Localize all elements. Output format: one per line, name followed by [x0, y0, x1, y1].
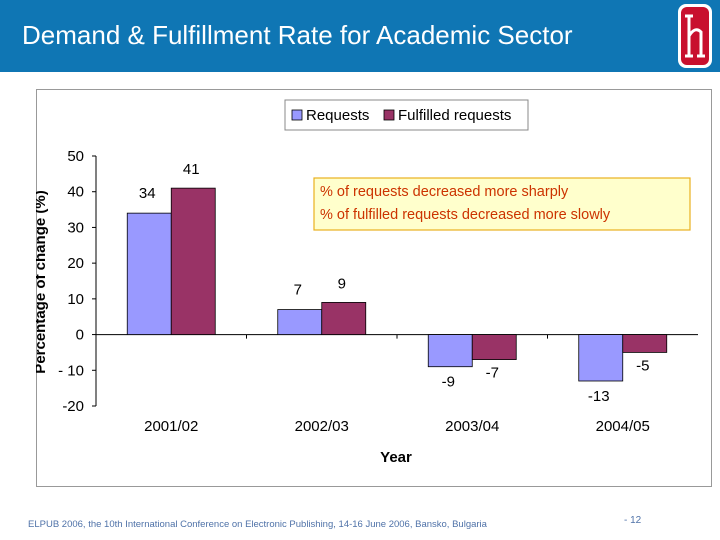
- bar-fulfilled-2002-03: [321, 302, 367, 335]
- bar-fulfilled-2003-04: [471, 334, 517, 360]
- y-axis-ticks: -20 - 10 0 10 20 30 40 50: [58, 148, 96, 415]
- bar-label-fulfilled-2003-04: -7: [486, 365, 499, 382]
- y-tick-label: - 10: [58, 362, 84, 379]
- bar-fulfilled-2001-02: [170, 187, 216, 335]
- annotation-line-1: % of requests decreased more sharply: [320, 184, 569, 200]
- y-tick-label: 0: [76, 327, 84, 344]
- university-logo-icon: [678, 4, 712, 68]
- bar-requests-2001-02: [126, 212, 172, 335]
- legend-label-fulfilled: Fulfilled requests: [398, 107, 511, 124]
- x-axis-label: Year: [380, 449, 412, 466]
- bar-data-labels: 34 41 7 9 -9 -7 -13 -5: [139, 161, 650, 405]
- legend-label-requests: Requests: [306, 107, 369, 124]
- legend-swatch-requests: [291, 109, 303, 121]
- logo-glyph: [685, 14, 705, 58]
- x-tick-label: 2001/02: [144, 418, 198, 435]
- bar-fulfilled-2004-05: [622, 334, 668, 353]
- slide-title: Demand & Fulfillment Rate for Academic S…: [22, 20, 573, 50]
- legend: Requests Fulfilled requests: [284, 99, 529, 131]
- bar-label-requests-2001-02: 34: [139, 185, 156, 202]
- x-tick-label: 2003/04: [445, 418, 499, 435]
- y-tick-label: 20: [67, 255, 84, 272]
- bar-chart: Requests Fulfilled requests -20 - 10 0 10 20…: [36, 89, 712, 487]
- bar-requests-2004-05: [578, 334, 624, 382]
- bar-label-fulfilled-2002-03: 9: [338, 275, 346, 292]
- y-tick-label: 50: [67, 148, 84, 165]
- bar-requests-2002-03: [277, 309, 323, 335]
- footer-conference-text: ELPUB 2006, the 10th International Confe…: [28, 519, 487, 530]
- bar-label-requests-2002-03: 7: [294, 282, 302, 299]
- legend-swatch-fulfilled: [383, 109, 395, 121]
- y-tick-label: -20: [62, 398, 84, 415]
- annotation: % of requests decreased more sharply % o…: [313, 177, 691, 231]
- bar-label-requests-2003-04: -9: [442, 374, 455, 391]
- x-axis-tick-labels: 2001/02 2002/03 2003/04 2004/05: [144, 334, 650, 435]
- annotation-box: [313, 177, 691, 231]
- bars: [126, 187, 668, 382]
- bar-label-fulfilled-2004-05: -5: [636, 357, 649, 374]
- y-tick-label: 40: [67, 184, 84, 201]
- page-number: - 12: [624, 515, 642, 526]
- slide-header: Demand & Fulfillment Rate for Academic S…: [0, 0, 720, 72]
- x-tick-label: 2002/03: [295, 418, 349, 435]
- y-axis-label: Percentage of change (%): [36, 190, 49, 373]
- bar-label-fulfilled-2001-02: 41: [183, 161, 200, 178]
- y-tick-label: 10: [67, 291, 84, 308]
- bar-requests-2003-04: [427, 334, 473, 368]
- legend-box: [284, 99, 529, 131]
- y-tick-label: 30: [67, 219, 84, 236]
- annotation-line-2: % of fulfilled requests decreased more s…: [320, 207, 611, 223]
- bar-label-requests-2004-05: -13: [588, 388, 610, 405]
- x-tick-label: 2004/05: [596, 418, 650, 435]
